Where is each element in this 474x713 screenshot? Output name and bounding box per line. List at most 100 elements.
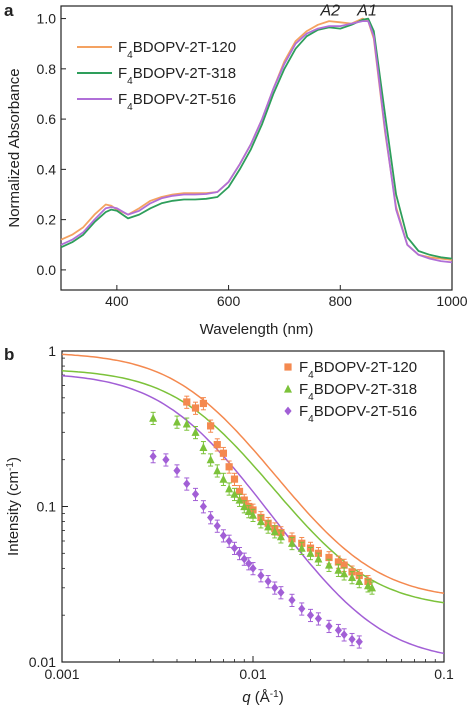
saxs-x-tick-label: 0.1 [434, 666, 454, 682]
saxs-point-diamond [298, 604, 306, 614]
saxs-point-triangle [306, 548, 315, 557]
absorbance-series [60, 17, 453, 264]
saxs-point-triangle [149, 413, 158, 422]
absorbance-ticks: 400 600 800 1000 0.0 0.2 0.4 0.6 0.8 1.0 [37, 11, 468, 309]
saxs-point-square [334, 558, 343, 566]
absorbance-line-BDOPV-2T-516 [60, 20, 453, 264]
saxs-point-diamond [314, 614, 323, 624]
saxs-point-diamond [306, 610, 315, 620]
saxs-point-diamond [271, 583, 279, 593]
saxs-point-diamond [264, 576, 272, 586]
saxs-point-square [207, 422, 215, 430]
absorbance-y-axis-label: Normalized Absorbance [6, 68, 23, 227]
saxs-point-diamond [162, 455, 170, 465]
saxs-point-diamond [219, 531, 228, 540]
absorbance-plot-frame [60, 5, 453, 291]
saxs-point-triangle [270, 527, 279, 536]
saxs-point-triangle [235, 495, 244, 504]
saxs-y-axis-close: ) [5, 457, 22, 462]
saxs-y-tick-label: 0.1 [37, 499, 57, 515]
saxs-x-axis-sup: -1 [270, 689, 279, 700]
saxs-point-diamond [235, 548, 244, 558]
saxs-y-axis-label: Intensity (cm-1) [5, 457, 23, 556]
saxs-point-square [199, 399, 208, 408]
saxs-point-triangle [287, 538, 296, 547]
saxs-legend-label: F4BDOPV-2T-318 [299, 381, 417, 403]
saxs-data-points [149, 395, 377, 649]
saxs-point-diamond [225, 536, 233, 546]
saxs-point-triangle [363, 581, 372, 590]
saxs-point-diamond [340, 630, 348, 640]
absorbance-y-tick-label: 0.4 [37, 161, 57, 177]
saxs-point-square [235, 487, 244, 496]
saxs-x-axis-label: q (Å-1) [242, 689, 283, 707]
saxs-point-square [213, 441, 221, 449]
absorbance-legend-label: F4BDOPV-2T-120 [118, 39, 236, 61]
saxs-point-triangle [225, 484, 234, 493]
saxs-point-square [230, 475, 239, 483]
absorbance-legend: F4BDOPV-2T-120 F4BDOPV-2T-318 F4BDOPV-2T-5… [77, 39, 236, 113]
saxs-legend-marker [284, 363, 292, 371]
saxs-point-square [219, 449, 228, 457]
saxs-point-triangle [244, 507, 253, 516]
saxs-point-triangle [249, 510, 257, 519]
saxs-point-triangle [199, 442, 208, 451]
absorbance-x-tick-label: 800 [329, 293, 353, 309]
saxs-point-triangle [264, 522, 273, 531]
saxs-point-diamond [240, 554, 248, 564]
saxs-legend-label: F4BDOPV-2T-516 [299, 403, 417, 425]
saxs-ticks: 0.001 0.01 0.10.010.11 [29, 343, 454, 682]
saxs-point-diamond [355, 637, 363, 647]
saxs-point-diamond [183, 479, 191, 489]
absorbance-chart: 400 600 800 1000 0.0 0.2 0.4 0.6 0.8 1.0 A2 A1 F4B… [6, 2, 468, 338]
saxs-point-triangle [256, 517, 265, 526]
saxs-point-triangle [219, 474, 228, 483]
saxs-y-axis-sup: -1 [5, 462, 16, 471]
saxs-point-diamond [348, 634, 356, 644]
saxs-point-square [183, 398, 191, 406]
saxs-point-diamond [334, 625, 343, 635]
absorbance-y-tick-label: 0.0 [37, 262, 57, 278]
saxs-point-diamond [325, 621, 333, 631]
peak-annotation-A1: A1 [356, 2, 377, 19]
saxs-point-diamond [249, 563, 257, 573]
saxs-legend: F4BDOPV-2T-120F4BDOPV-2T-318F4BDOPV-2T-5… [284, 359, 417, 425]
saxs-fit-curve-BDOPV-2T-120 [61, 353, 445, 595]
absorbance-x-tick-label: 400 [105, 293, 129, 309]
saxs-point-diamond [277, 588, 285, 597]
saxs-point-diamond [257, 571, 265, 580]
saxs-point-diamond [213, 521, 221, 531]
saxs-point-triangle [314, 554, 323, 563]
saxs-x-axis-unit: (Å [251, 689, 270, 706]
saxs-fit-curves [61, 353, 445, 655]
saxs-point-triangle [340, 569, 349, 578]
saxs-point-triangle [172, 417, 181, 426]
absorbance-line-BDOPV-2T-318 [60, 17, 453, 260]
absorbance-legend-label: F4BDOPV-2T-516 [118, 91, 236, 113]
saxs-point-diamond [245, 559, 253, 568]
saxs-point-triangle [240, 502, 249, 511]
saxs-point-triangle [297, 543, 306, 552]
saxs-point-triangle [325, 560, 334, 569]
saxs-point-square [325, 553, 333, 562]
peak-annotation-A2: A2 [319, 2, 340, 19]
saxs-point-triangle [368, 583, 377, 592]
saxs-legend-label: F4BDOPV-2T-120 [299, 359, 417, 381]
saxs-point-triangle [355, 576, 364, 585]
saxs-point-triangle [191, 427, 200, 436]
saxs-point-diamond [207, 513, 215, 522]
saxs-y-tick-label: 1 [48, 343, 56, 359]
saxs-point-square [240, 496, 248, 504]
absorbance-y-tick-label: 0.2 [37, 212, 57, 228]
saxs-fit-curve-BDOPV-2T-318 [61, 370, 445, 604]
panel-b-label: b [4, 345, 14, 364]
saxs-legend-marker [284, 406, 292, 416]
absorbance-x-axis-label: Wavelength (nm) [200, 321, 314, 338]
saxs-point-triangle [276, 532, 285, 541]
saxs-point-triangle [230, 489, 239, 498]
saxs-point-diamond [230, 543, 239, 553]
saxs-point-square [191, 404, 200, 412]
saxs-y-axis-main: Intensity (cm [5, 471, 22, 556]
saxs-point-diamond [288, 595, 296, 605]
